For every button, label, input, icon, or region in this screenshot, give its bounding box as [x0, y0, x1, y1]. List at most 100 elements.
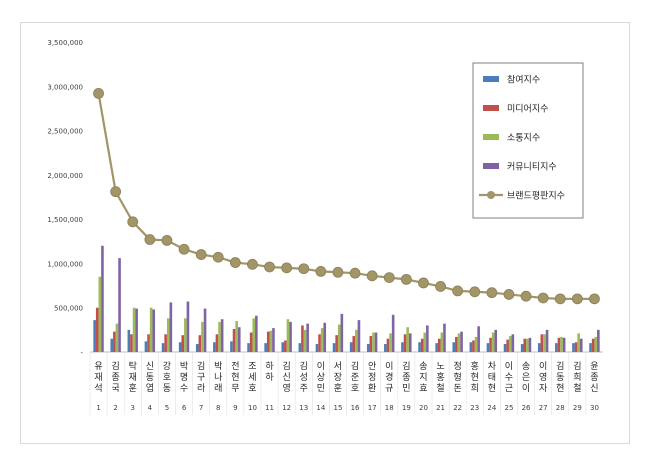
bar-소통지수 [337, 324, 341, 352]
bar-미디어지수 [523, 338, 527, 352]
legend-swatch [483, 105, 499, 111]
line-point [178, 243, 190, 255]
bar-소통지수 [252, 318, 256, 352]
x-rank-label: 21 [436, 404, 445, 412]
line-point [93, 87, 104, 99]
bar-소통지수 [491, 332, 495, 352]
bar-소통지수 [149, 307, 153, 352]
line-point [247, 258, 258, 270]
bar-미디어지수 [386, 338, 390, 352]
bar-참여지수 [281, 342, 285, 352]
bar-미디어지수 [506, 339, 509, 352]
x-rank-label: 14 [316, 404, 325, 412]
line-point [281, 262, 293, 274]
x-rank-label: 15 [333, 404, 342, 412]
bar-참여지수 [247, 343, 250, 352]
y-tick-label: - [80, 349, 83, 357]
y-tick-label: 2,500,000 [47, 128, 83, 136]
bar-커뮤니티지수 [391, 314, 395, 352]
x-rank-label: 26 [522, 404, 531, 412]
bar-소통지수 [286, 319, 290, 352]
bar-커뮤니티지수 [511, 334, 515, 352]
x-rank-label: 7 [199, 404, 203, 412]
bar-소통지수 [526, 338, 529, 352]
bar-참여지수 [213, 342, 216, 352]
bar-참여지수 [315, 344, 319, 352]
bar-참여지수 [469, 342, 473, 352]
x-rank-label: 25 [504, 404, 513, 412]
line-point [315, 265, 327, 277]
bar-참여지수 [418, 342, 421, 352]
bar-커뮤니티지수 [323, 322, 327, 352]
line-point [264, 261, 275, 273]
bar-미디어지수 [591, 338, 595, 352]
x-rank-label: 5 [165, 404, 169, 412]
bar-커뮤니티지수 [494, 329, 498, 352]
x-rank-label: 28 [556, 404, 565, 412]
x-rank-label: 10 [248, 404, 257, 412]
x-rank-label: 24 [487, 404, 496, 412]
line-point [383, 272, 395, 284]
bar-커뮤니티지수 [152, 309, 156, 352]
bar-커뮤니티지수 [237, 327, 241, 352]
bar-소통지수 [201, 321, 204, 352]
bar-미디어지수 [198, 335, 202, 352]
legend-label: 미디어지수 [507, 104, 548, 115]
bar-참여지수 [572, 343, 575, 352]
x-rank-label: 19 [402, 404, 411, 412]
x-rank-label: 12 [282, 404, 291, 412]
line-point [195, 249, 207, 260]
x-rank-label: 18 [385, 404, 394, 412]
y-tick-label: 3,000,000 [47, 83, 83, 91]
line-point [452, 285, 464, 297]
bar-참여지수 [110, 338, 114, 352]
bar-커뮤니티지수 [443, 323, 446, 352]
bar-미디어지수 [318, 334, 321, 352]
legend-label: 브랜드평판지수 [507, 191, 565, 202]
bar-미디어지수 [574, 342, 578, 352]
x-rank-label: 22 [453, 404, 462, 412]
bar-참여지수 [503, 344, 507, 352]
bar-참여지수 [401, 342, 404, 352]
bar-커뮤니티지수 [545, 329, 549, 352]
line-point [229, 257, 241, 268]
line-point [435, 281, 446, 292]
bar-소통지수 [457, 333, 461, 352]
bar-소통지수 [355, 329, 358, 352]
y-tick-label: 1,500,000 [47, 216, 83, 224]
x-rank-label: 17 [368, 404, 377, 412]
bar-소통지수 [269, 330, 273, 352]
legend-swatch [483, 134, 499, 140]
bar-커뮤니티지수 [272, 328, 275, 352]
bar-미디어지수 [352, 336, 356, 352]
x-rank-label: 11 [265, 404, 274, 412]
bar-커뮤니티지수 [255, 315, 258, 352]
bar-커뮤니티지수 [579, 338, 583, 352]
bar-커뮤니티지수 [562, 337, 566, 352]
bar-미디어지수 [164, 334, 167, 352]
x-rank-label: 2 [113, 404, 117, 412]
bar-소통지수 [303, 329, 307, 352]
bar-소통지수 [235, 321, 238, 352]
legend-label: 참여지수 [507, 74, 540, 86]
bar-커뮤니티지수 [118, 258, 121, 352]
bar-소통지수 [132, 307, 136, 352]
bar-소통지수 [320, 328, 324, 352]
line-point [589, 293, 600, 305]
bar-참여지수 [520, 344, 524, 352]
bar-참여지수 [349, 342, 353, 352]
line-point [212, 251, 224, 263]
line-point [332, 266, 344, 278]
bar-커뮤니티지수 [220, 319, 224, 352]
